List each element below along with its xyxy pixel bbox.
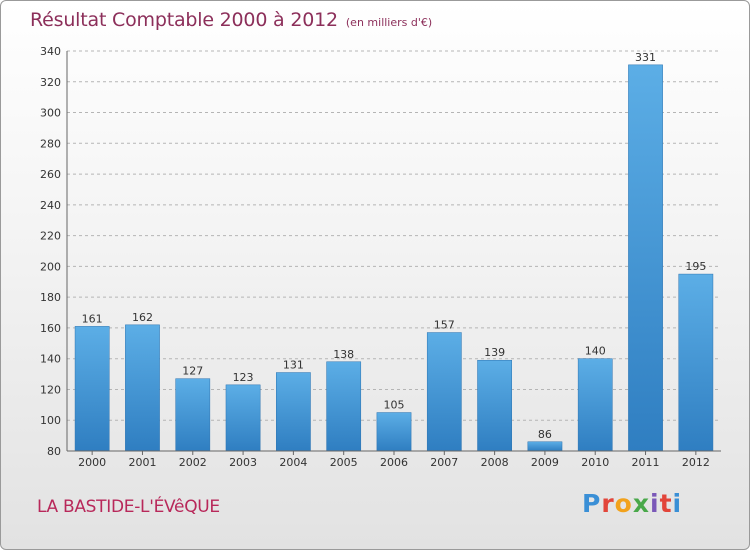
chart-title: Résultat Comptable 2000 à 2012 — [30, 9, 338, 31]
y-tick-label: 180 — [40, 291, 61, 304]
y-tick-label: 300 — [40, 107, 61, 120]
bar-value-label: 140 — [585, 345, 606, 358]
x-tick-label: 2011 — [632, 456, 660, 469]
y-tick-label: 340 — [40, 45, 61, 58]
x-tick-label: 2000 — [78, 456, 106, 469]
bar-value-label: 161 — [82, 312, 103, 325]
bar-value-label: 162 — [132, 311, 153, 324]
x-tick-label: 2010 — [581, 456, 609, 469]
y-tick-label: 280 — [40, 137, 61, 150]
bar — [426, 332, 462, 452]
bar — [477, 359, 512, 452]
bar — [577, 358, 613, 452]
y-tick-label: 80 — [47, 445, 61, 458]
bar-value-label: 157 — [434, 319, 455, 332]
bar — [376, 412, 412, 452]
bar-value-label: 331 — [635, 51, 656, 64]
bar — [527, 441, 563, 452]
bar — [125, 324, 160, 452]
bar — [678, 273, 714, 452]
x-tick-label: 2005 — [330, 456, 358, 469]
y-tick-label: 320 — [40, 76, 61, 89]
x-tick-label: 2006 — [380, 456, 408, 469]
y-tick-label: 140 — [40, 353, 61, 366]
bar-value-label: 86 — [538, 428, 552, 441]
bar-value-label: 123 — [233, 371, 254, 384]
bar-value-label: 105 — [384, 399, 405, 412]
bar-value-label: 195 — [685, 260, 706, 273]
y-tick-label: 120 — [40, 383, 61, 396]
bar-value-label: 131 — [283, 359, 304, 372]
commune-name: LA BASTIDE-L'ÉVêQUE — [37, 497, 220, 517]
chart-title-row: Résultat Comptable 2000 à 2012 (en millie… — [30, 9, 432, 31]
x-tick-label: 2008 — [481, 456, 509, 469]
bar — [628, 64, 663, 452]
y-tick-label: 160 — [40, 322, 61, 335]
proxiti-logo: Proxiti — [582, 489, 683, 518]
x-tick-label: 2003 — [229, 456, 257, 469]
y-tick-label: 260 — [40, 168, 61, 181]
x-tick-label: 2002 — [179, 456, 207, 469]
x-tick-label: 2004 — [279, 456, 307, 469]
y-tick-label: 240 — [40, 199, 61, 212]
chart-subtitle: (en milliers d'€) — [345, 16, 433, 29]
bar-value-label: 138 — [333, 348, 354, 361]
bar — [326, 361, 362, 452]
bar — [225, 384, 261, 452]
bar — [175, 378, 211, 452]
x-tick-label: 2009 — [531, 456, 559, 469]
bar-value-label: 139 — [484, 346, 505, 359]
bar-value-label: 127 — [182, 365, 203, 378]
bar — [276, 372, 311, 452]
x-tick-label: 2001 — [128, 456, 156, 469]
x-tick-label: 2012 — [682, 456, 710, 469]
y-tick-label: 220 — [40, 230, 61, 243]
y-tick-label: 100 — [40, 414, 61, 427]
x-tick-label: 2007 — [430, 456, 458, 469]
y-tick-label: 200 — [40, 260, 61, 273]
bar — [74, 326, 110, 452]
